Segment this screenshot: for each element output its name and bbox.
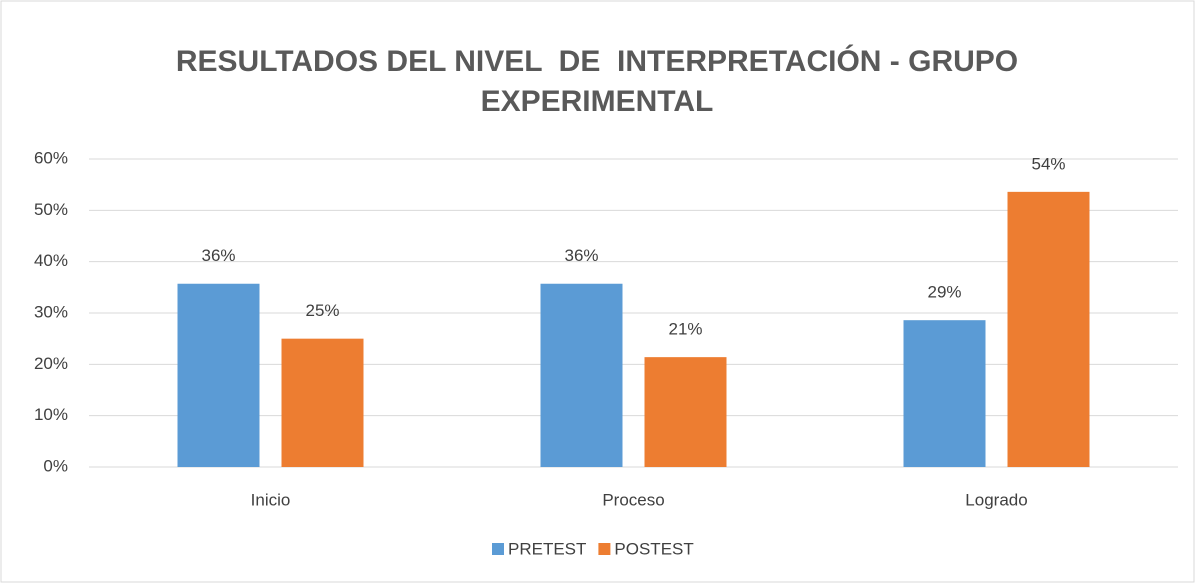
y-tick-label: 40% [34, 251, 68, 270]
y-tick-label: 30% [34, 302, 68, 321]
legend-swatch [492, 543, 504, 555]
x-tick-label: Inicio [251, 490, 291, 509]
bar [903, 320, 986, 467]
chart-title: RESULTADOS DEL NIVEL DE INTERPRETACIÓN -… [175, 45, 1027, 118]
y-tick-label: 60% [34, 148, 68, 167]
bar [644, 357, 727, 467]
data-label: 21% [668, 320, 702, 339]
data-label: 25% [305, 301, 339, 320]
bar [1007, 191, 1090, 467]
y-tick-label: 20% [34, 354, 68, 373]
y-tick-label: 0% [43, 456, 68, 475]
bar [177, 283, 260, 467]
x-tick-label: Proceso [602, 490, 664, 509]
legend-label: PRETEST [508, 539, 586, 558]
legend-label: POSTEST [614, 539, 693, 558]
bar [540, 283, 623, 467]
x-tick-label: Logrado [965, 490, 1027, 509]
data-label: 29% [927, 283, 961, 302]
y-tick-label: 10% [34, 405, 68, 424]
y-tick-label: 50% [34, 200, 68, 219]
legend-swatch [598, 543, 611, 555]
data-label: 36% [564, 246, 598, 265]
data-label: 36% [201, 246, 235, 265]
data-label: 54% [1031, 154, 1065, 173]
bar [281, 338, 364, 467]
